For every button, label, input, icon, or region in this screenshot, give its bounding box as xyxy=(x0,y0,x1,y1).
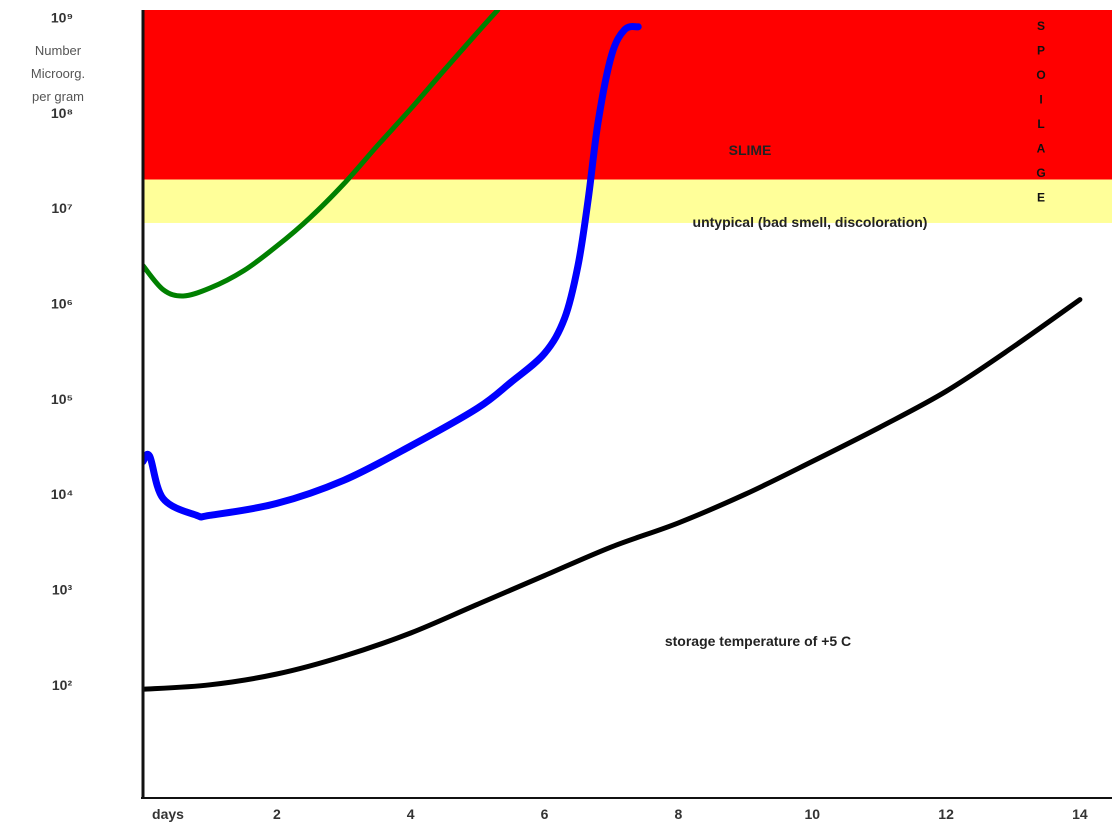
spoilage-letter: S xyxy=(1037,19,1045,33)
spoilage-letter: G xyxy=(1036,166,1045,180)
y-axis-title-line-1: Number xyxy=(35,43,82,58)
x-tick-label: 10 xyxy=(804,806,820,822)
series-line-black xyxy=(143,297,1083,692)
spoilage-letter: P xyxy=(1037,44,1045,58)
spoilage-letter: I xyxy=(1039,93,1042,107)
band-label-untypical: untypical (bad smell, discoloration) xyxy=(693,214,928,230)
band-untypical xyxy=(143,179,1112,223)
x-axis-days-label: days xyxy=(152,806,184,822)
x-tick-label: 6 xyxy=(541,806,549,822)
x-tick-label: 12 xyxy=(938,806,954,822)
storage-temperature-annotation: storage temperature of +5 C xyxy=(665,633,851,649)
x-tick-label: 4 xyxy=(407,806,415,822)
y-tick-label: 10⁴ xyxy=(51,486,74,502)
tick-labels: 10² 10³ 10⁴ 10⁵ 10⁶ 10⁷ 10⁸ 10⁹ 2 4 6 8 10 12 14 xyxy=(51,10,1088,822)
band-label-slime: SLIME xyxy=(729,142,772,158)
y-tick-label: 10⁹ xyxy=(51,10,73,26)
axes xyxy=(141,10,1112,799)
spoilage-letter: E xyxy=(1037,191,1045,205)
x-tick-label: 8 xyxy=(674,806,682,822)
y-tick-label: 10⁶ xyxy=(51,296,73,312)
y-axis-title-line-3: per gram xyxy=(32,89,84,104)
series-line-blue xyxy=(143,23,642,521)
y-tick-label: 10⁷ xyxy=(51,200,73,216)
band-slime xyxy=(143,10,1112,180)
spoilage-letter: L xyxy=(1037,117,1044,131)
y-axis-title-line-2: Microorg. xyxy=(31,66,85,81)
y-tick-label: 10⁸ xyxy=(51,105,73,121)
spoilage-bands xyxy=(143,10,1112,223)
series-line-green xyxy=(143,10,501,299)
series-layer xyxy=(143,10,1083,692)
y-tick-label: 10⁵ xyxy=(51,391,73,407)
spoilage-letter: A xyxy=(1037,142,1046,156)
x-tick-label: 2 xyxy=(273,806,281,822)
spoilage-letter: O xyxy=(1036,68,1045,82)
x-tick-label: 14 xyxy=(1072,806,1088,822)
y-tick-label: 10² xyxy=(52,677,73,693)
y-tick-label: 10³ xyxy=(52,582,73,598)
